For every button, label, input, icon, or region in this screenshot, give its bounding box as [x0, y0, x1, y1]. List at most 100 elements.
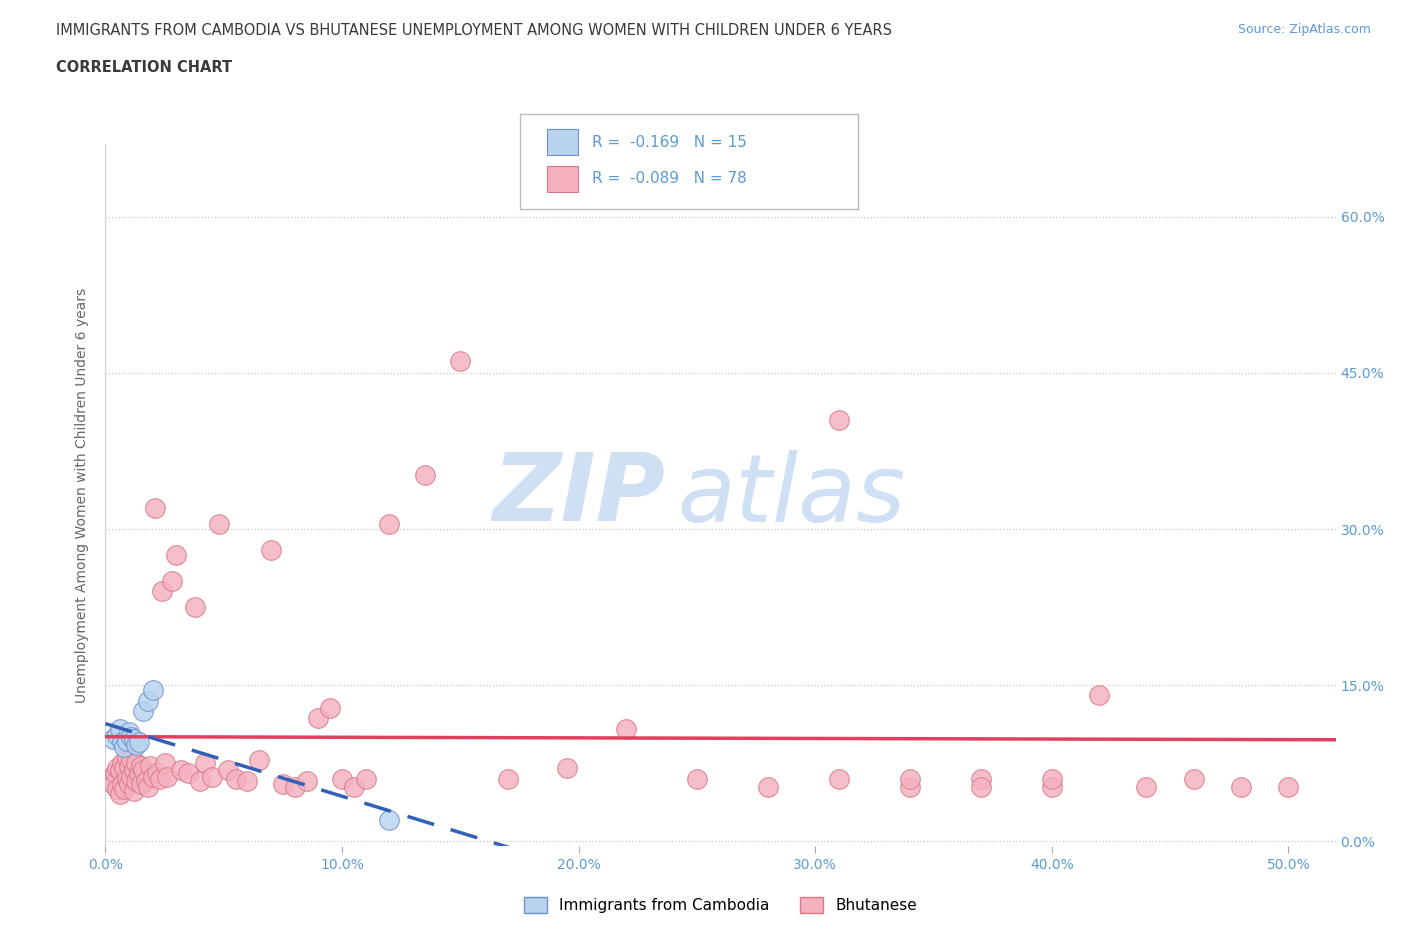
- Point: [118, 724, 141, 739]
- Point: [105, 781, 128, 796]
- Point: [343, 779, 366, 794]
- Text: atlas: atlas: [678, 450, 905, 540]
- Point: [225, 771, 247, 786]
- Point: [449, 353, 471, 368]
- Point: [194, 756, 217, 771]
- Point: [201, 769, 224, 784]
- Point: [217, 763, 239, 777]
- Point: [828, 771, 851, 786]
- Point: [354, 771, 377, 786]
- Point: [1182, 771, 1205, 786]
- Text: CORRELATION CHART: CORRELATION CHART: [56, 60, 232, 75]
- Point: [122, 732, 145, 747]
- Point: [112, 761, 135, 776]
- Point: [260, 542, 283, 557]
- Point: [236, 774, 259, 789]
- Point: [132, 763, 155, 777]
- Point: [970, 771, 993, 786]
- Point: [413, 468, 436, 483]
- Point: [1040, 779, 1063, 794]
- Point: [125, 774, 148, 789]
- Point: [1230, 779, 1253, 794]
- Point: [177, 766, 200, 781]
- Point: [1277, 779, 1299, 794]
- Point: [111, 756, 134, 771]
- Point: [135, 774, 157, 789]
- Point: [139, 759, 162, 774]
- Point: [108, 722, 131, 737]
- Point: [319, 700, 342, 715]
- Point: [115, 751, 138, 765]
- Point: [146, 766, 169, 781]
- Point: [121, 769, 143, 784]
- Point: [153, 756, 176, 771]
- Point: [295, 774, 318, 789]
- Point: [184, 600, 207, 615]
- Point: [121, 730, 143, 745]
- Point: [756, 779, 779, 794]
- Point: [125, 738, 148, 753]
- Point: [150, 584, 173, 599]
- Point: [160, 574, 183, 589]
- Point: [132, 704, 155, 719]
- Text: Source: ZipAtlas.com: Source: ZipAtlas.com: [1237, 23, 1371, 36]
- Point: [898, 771, 921, 786]
- Point: [129, 777, 152, 791]
- Point: [143, 500, 166, 515]
- Point: [101, 732, 124, 747]
- Point: [125, 756, 148, 771]
- Point: [1088, 688, 1111, 703]
- Point: [378, 516, 401, 531]
- Point: [156, 769, 179, 784]
- Point: [128, 735, 150, 750]
- Point: [165, 548, 187, 563]
- Point: [496, 771, 519, 786]
- Point: [101, 777, 124, 791]
- Point: [136, 693, 159, 708]
- Point: [284, 779, 307, 794]
- Point: [378, 813, 401, 828]
- Point: [614, 722, 637, 737]
- Point: [170, 763, 193, 777]
- Point: [247, 752, 270, 767]
- Point: [828, 412, 851, 427]
- Point: [555, 761, 578, 776]
- Point: [108, 763, 131, 777]
- Point: [307, 711, 329, 725]
- Text: R =  -0.089   N = 78: R = -0.089 N = 78: [592, 171, 747, 186]
- Point: [105, 727, 128, 742]
- Point: [118, 759, 141, 774]
- Point: [104, 766, 127, 781]
- Point: [1040, 771, 1063, 786]
- Text: ZIP: ZIP: [492, 449, 665, 541]
- Legend: Immigrants from Cambodia, Bhutanese: Immigrants from Cambodia, Bhutanese: [517, 891, 924, 920]
- Point: [208, 516, 231, 531]
- Y-axis label: Unemployment Among Women with Children Under 6 years: Unemployment Among Women with Children U…: [76, 287, 90, 703]
- Point: [112, 781, 135, 796]
- Point: [188, 774, 211, 789]
- Point: [98, 771, 121, 786]
- Point: [121, 752, 143, 767]
- Point: [108, 787, 131, 802]
- Point: [115, 734, 138, 749]
- Point: [122, 784, 145, 799]
- Point: [118, 777, 141, 791]
- Text: R =  -0.169   N = 15: R = -0.169 N = 15: [592, 135, 747, 150]
- Point: [128, 766, 150, 781]
- Point: [1135, 779, 1157, 794]
- Text: IMMIGRANTS FROM CAMBODIA VS BHUTANESE UNEMPLOYMENT AMONG WOMEN WITH CHILDREN UND: IMMIGRANTS FROM CAMBODIA VS BHUTANESE UN…: [56, 23, 893, 38]
- Point: [271, 777, 294, 791]
- Point: [111, 777, 134, 791]
- Point: [149, 771, 172, 786]
- Point: [898, 779, 921, 794]
- Point: [111, 735, 134, 750]
- Point: [970, 779, 993, 794]
- Point: [129, 759, 152, 774]
- Point: [142, 683, 165, 698]
- Point: [142, 769, 165, 784]
- Point: [330, 771, 353, 786]
- Point: [115, 771, 138, 786]
- Point: [122, 763, 145, 777]
- Point: [105, 761, 128, 776]
- Point: [112, 740, 135, 755]
